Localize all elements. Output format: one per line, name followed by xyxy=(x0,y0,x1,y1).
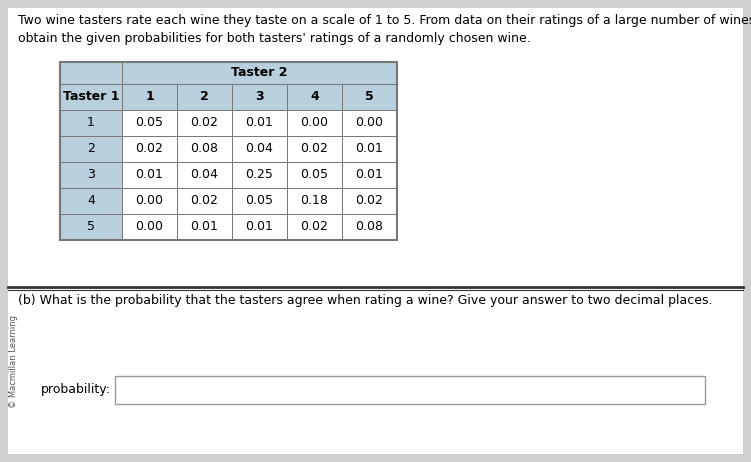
Text: 5: 5 xyxy=(365,91,374,103)
FancyBboxPatch shape xyxy=(342,214,397,240)
Text: (b) What is the probability that the tasters agree when rating a wine? Give your: (b) What is the probability that the tas… xyxy=(18,294,713,307)
FancyBboxPatch shape xyxy=(232,110,287,136)
FancyBboxPatch shape xyxy=(60,84,122,110)
FancyBboxPatch shape xyxy=(122,188,177,214)
Text: 0.05: 0.05 xyxy=(300,169,328,182)
FancyBboxPatch shape xyxy=(342,110,397,136)
FancyBboxPatch shape xyxy=(177,110,232,136)
FancyBboxPatch shape xyxy=(122,62,397,84)
Text: © Macmillan Learning: © Macmillan Learning xyxy=(10,316,19,408)
FancyBboxPatch shape xyxy=(177,84,232,110)
FancyBboxPatch shape xyxy=(177,162,232,188)
FancyBboxPatch shape xyxy=(342,84,397,110)
FancyBboxPatch shape xyxy=(342,188,397,214)
Text: 0.01: 0.01 xyxy=(355,169,384,182)
Text: Taster 1: Taster 1 xyxy=(63,91,119,103)
Text: Taster 2: Taster 2 xyxy=(231,67,288,79)
Text: 0.02: 0.02 xyxy=(136,142,164,156)
FancyBboxPatch shape xyxy=(60,188,122,214)
FancyBboxPatch shape xyxy=(342,162,397,188)
Text: Two wine tasters rate each wine they taste on a scale of 1 to 5. From data on th: Two wine tasters rate each wine they tas… xyxy=(18,14,751,45)
FancyBboxPatch shape xyxy=(232,188,287,214)
FancyBboxPatch shape xyxy=(287,110,342,136)
FancyBboxPatch shape xyxy=(287,162,342,188)
Text: 0.01: 0.01 xyxy=(355,142,384,156)
FancyBboxPatch shape xyxy=(287,136,342,162)
Text: probability:: probability: xyxy=(41,383,111,396)
Text: 0.04: 0.04 xyxy=(191,169,219,182)
Text: 0.00: 0.00 xyxy=(135,195,164,207)
FancyBboxPatch shape xyxy=(115,376,705,404)
Text: 5: 5 xyxy=(87,220,95,233)
Text: 0.05: 0.05 xyxy=(135,116,164,129)
Text: 4: 4 xyxy=(310,91,319,103)
Text: 0.04: 0.04 xyxy=(246,142,273,156)
FancyBboxPatch shape xyxy=(8,8,743,454)
Text: 0.01: 0.01 xyxy=(136,169,164,182)
FancyBboxPatch shape xyxy=(122,110,177,136)
Text: 0.08: 0.08 xyxy=(191,142,219,156)
FancyBboxPatch shape xyxy=(232,136,287,162)
Text: 0.00: 0.00 xyxy=(135,220,164,233)
FancyBboxPatch shape xyxy=(232,162,287,188)
Text: 1: 1 xyxy=(87,116,95,129)
FancyBboxPatch shape xyxy=(287,214,342,240)
Text: 0.08: 0.08 xyxy=(355,220,384,233)
FancyBboxPatch shape xyxy=(60,136,122,162)
Text: 0.00: 0.00 xyxy=(355,116,384,129)
Text: 2: 2 xyxy=(87,142,95,156)
FancyBboxPatch shape xyxy=(122,136,177,162)
FancyBboxPatch shape xyxy=(232,214,287,240)
Text: 0.02: 0.02 xyxy=(191,116,219,129)
FancyBboxPatch shape xyxy=(60,162,122,188)
FancyBboxPatch shape xyxy=(177,136,232,162)
Text: 3: 3 xyxy=(255,91,264,103)
Text: 0.01: 0.01 xyxy=(246,116,273,129)
Text: 1: 1 xyxy=(145,91,154,103)
FancyBboxPatch shape xyxy=(60,62,122,84)
Text: 3: 3 xyxy=(87,169,95,182)
FancyBboxPatch shape xyxy=(60,214,122,240)
Text: 0.02: 0.02 xyxy=(191,195,219,207)
Text: 4: 4 xyxy=(87,195,95,207)
Text: 0.05: 0.05 xyxy=(246,195,273,207)
FancyBboxPatch shape xyxy=(342,136,397,162)
FancyBboxPatch shape xyxy=(122,214,177,240)
FancyBboxPatch shape xyxy=(177,188,232,214)
Text: 0.02: 0.02 xyxy=(355,195,384,207)
FancyBboxPatch shape xyxy=(287,188,342,214)
Text: 0.01: 0.01 xyxy=(191,220,219,233)
Text: 0.00: 0.00 xyxy=(300,116,328,129)
Text: 0.01: 0.01 xyxy=(246,220,273,233)
FancyBboxPatch shape xyxy=(287,84,342,110)
Text: 0.02: 0.02 xyxy=(300,220,328,233)
Text: 0.25: 0.25 xyxy=(246,169,273,182)
FancyBboxPatch shape xyxy=(177,214,232,240)
FancyBboxPatch shape xyxy=(122,84,177,110)
FancyBboxPatch shape xyxy=(122,162,177,188)
FancyBboxPatch shape xyxy=(232,84,287,110)
Text: 2: 2 xyxy=(200,91,209,103)
Text: 0.02: 0.02 xyxy=(300,142,328,156)
FancyBboxPatch shape xyxy=(60,110,122,136)
Text: 0.18: 0.18 xyxy=(300,195,328,207)
